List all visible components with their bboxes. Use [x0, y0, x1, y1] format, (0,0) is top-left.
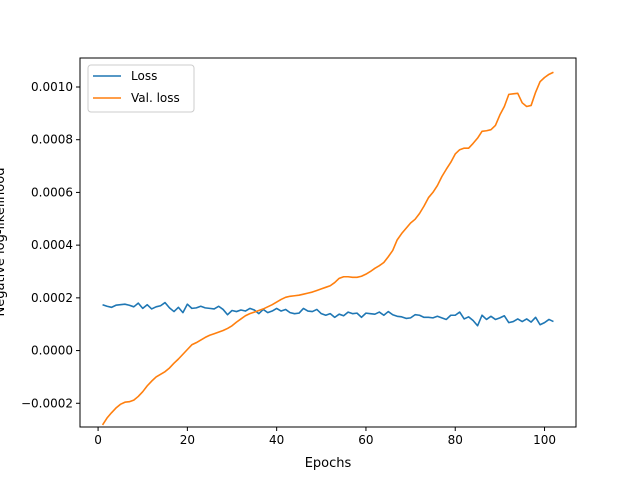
y-tick-label: 0.0006: [31, 185, 73, 199]
x-tick-label: 0: [94, 433, 102, 447]
x-axis-label: Epochs: [305, 456, 352, 471]
y-axis-ticks: −0.0002 0.0000 0.0002 0.0004 0.0006 0.0008 0.0…: [21, 80, 80, 410]
series-line-loss: [102, 301, 554, 327]
legend-label-loss: Loss: [131, 69, 157, 83]
x-tick-label: 40: [269, 433, 284, 447]
plot-frame: [79, 57, 577, 428]
plot-lines: [101, 71, 554, 426]
y-tick-label: 0.0002: [31, 291, 73, 305]
x-axis-ticks: 0 20 40 60 80 100: [94, 427, 556, 447]
x-tick-label: 20: [180, 433, 195, 447]
series-line-val-loss: [101, 71, 554, 426]
x-tick-label: 100: [533, 433, 556, 447]
y-tick-label: 0.0000: [31, 344, 73, 358]
y-axis-label: Negative log-likelihood: [0, 168, 8, 317]
x-tick-label: 60: [358, 433, 373, 447]
x-tick-label: 80: [448, 433, 463, 447]
legend: Loss Val. loss: [87, 64, 195, 113]
y-tick-label: −0.0002: [21, 396, 73, 410]
legend-label-val-loss: Val. loss: [131, 91, 180, 105]
y-tick-label: 0.0008: [31, 133, 73, 147]
y-tick-label: 0.0010: [31, 80, 73, 94]
y-tick-label: 0.0004: [31, 238, 73, 252]
